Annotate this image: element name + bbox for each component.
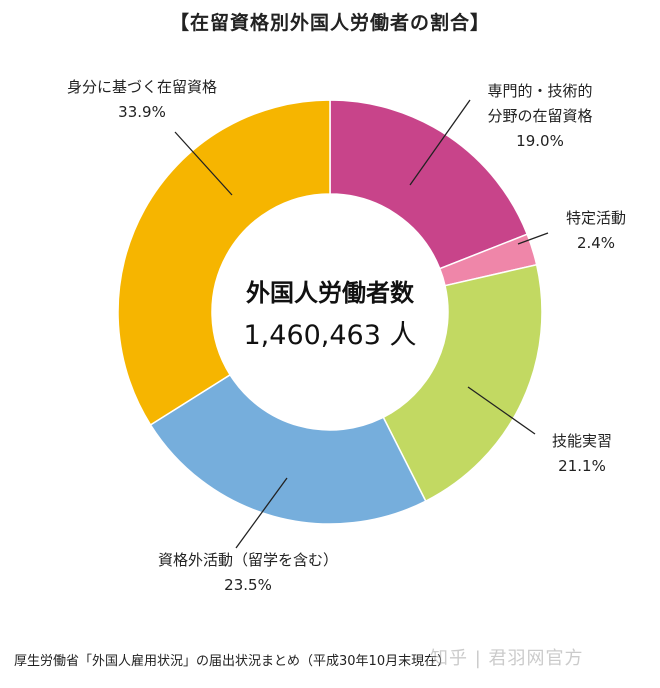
leader-line [517, 232, 549, 245]
slices-group [117, 99, 543, 525]
slice-category-label: 身分に基づく在留資格 [67, 78, 217, 96]
leader-line [467, 386, 536, 435]
donut-slice [149, 373, 427, 525]
leader-line [409, 99, 471, 186]
slice-category-label: 分野の在留資格 [487, 107, 592, 125]
slice-percent-label: 2.4% [577, 234, 615, 252]
center-title: 外国人労働者数 [246, 279, 415, 307]
slice-percent-label: 33.9% [118, 103, 166, 121]
watermark: 知乎 | 君羽网官方 [430, 648, 584, 669]
donut-slice [329, 99, 529, 270]
slice-percent-label: 23.5% [224, 576, 272, 594]
source-note: 厚生労働省「外国人雇用状況」の届出状況まとめ（平成30年10月末現在） [14, 654, 451, 669]
slice-category-label: 専門的・技術的 [487, 82, 592, 100]
leader-lines [174, 99, 549, 549]
slice-category-label: 特定活動 [566, 209, 626, 227]
slice-category-label: 技能実習 [552, 432, 612, 450]
center-total: 1,460,463 人 [244, 320, 417, 351]
slice-percent-label: 21.1% [558, 457, 606, 475]
chart-title: 【在留資格別外国人労働者の割合】 [169, 12, 490, 34]
leader-line [174, 131, 233, 196]
donut-slice [382, 263, 543, 503]
slice-percent-label: 19.0% [516, 132, 564, 150]
slice-category-label: 資格外活動（留学を含む） [158, 551, 338, 569]
donut-slice [117, 99, 331, 426]
leader-line [235, 477, 288, 549]
